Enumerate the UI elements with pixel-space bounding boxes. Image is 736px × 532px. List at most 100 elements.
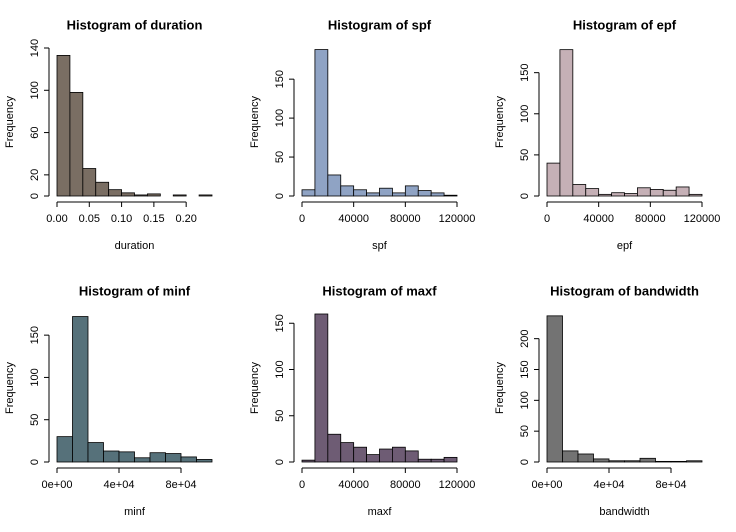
bar [577,453,594,463]
x-tick-label: 8e+04 [166,479,197,491]
y-tick-label: 200 [519,329,531,347]
y-axis-label: Frequency [249,96,261,148]
bar [585,188,600,197]
x-tick-label: 40000 [338,213,369,225]
bar [87,442,104,463]
x-tick-label: 120000 [439,479,476,491]
y-tick-label: 50 [519,425,531,437]
bar [366,192,380,197]
x-tick-label: 0.15 [143,213,164,225]
bar [147,193,161,197]
bar [443,194,458,197]
bar [649,189,664,197]
y-tick-label: 0 [274,193,286,199]
x-tick-label: 0.05 [79,213,100,225]
bar [637,187,651,197]
bar [624,193,638,197]
y-tick-label: 150 [519,63,531,81]
bar [404,185,419,197]
y-tick-label: 0 [29,193,41,199]
bar [69,92,84,197]
x-axis-label: epf [617,240,633,252]
bar [404,450,419,463]
x-tick-label: 0e+00 [42,479,73,491]
bar [366,454,380,463]
bar [353,189,367,197]
y-tick-label: 0 [29,459,41,465]
bar [598,193,612,197]
bar [655,460,672,463]
bar [198,194,213,197]
y-tick-label: 100 [519,105,531,123]
bar [559,49,574,197]
x-tick-label: 80000 [390,213,421,225]
y-tick-label: 150 [274,314,286,332]
bar [82,168,97,197]
bar [172,194,187,197]
chart-title: Histogram of spf [328,17,432,32]
x-axis-label: duration [115,240,155,252]
y-tick-label: 50 [274,410,286,422]
y-tick-label: 60 [29,126,41,138]
chart-title: Histogram of epf [573,17,677,32]
x-tick-label: 0.10 [111,213,132,225]
bar [149,452,166,463]
bar [688,193,703,197]
bar [546,315,563,463]
bar [134,457,151,463]
bar [340,185,355,197]
y-tick-label: 0 [519,459,531,465]
bar [562,450,579,463]
bar [340,442,355,463]
bar [443,456,458,463]
bar [675,186,690,197]
bar [353,446,367,463]
y-axis-label: Frequency [494,362,506,414]
x-tick-label: 80000 [635,213,666,225]
x-tick-label: 40000 [583,213,614,225]
x-tick-label: 0.20 [175,213,196,225]
bar [379,187,393,197]
x-tick-label: 0e+00 [532,479,563,491]
x-tick-label: 0 [299,213,305,225]
y-tick-label: 50 [274,151,286,163]
chart-title: Histogram of bandwidth [550,283,699,298]
bar [95,181,110,197]
x-axis-label: minf [124,506,146,518]
chart-title: Histogram of maxf [322,283,437,298]
bar [430,192,445,197]
y-tick-label: 100 [29,368,41,386]
y-tick-label: 0 [519,193,531,199]
x-axis-label: maxf [368,506,393,518]
bar [121,192,135,197]
y-tick-label: 100 [29,81,41,99]
bar [314,313,329,463]
y-axis-label: Frequency [4,362,16,414]
x-tick-label: 80000 [390,479,421,491]
x-tick-label: 0 [544,213,550,225]
bar [134,194,148,197]
x-tick-label: 8e+04 [656,479,687,491]
chart-title: Histogram of minf [79,283,191,298]
bar [327,433,342,463]
bar [417,190,432,197]
bar [56,55,71,197]
bar [56,436,73,463]
x-tick-label: 4e+04 [104,479,135,491]
bar [118,451,135,463]
y-axis-label: Frequency [249,362,261,414]
bar [572,184,587,197]
x-tick-label: 0 [299,479,305,491]
chart-title: Histogram of duration [67,17,203,32]
bar [639,457,656,463]
x-axis-label: bandwidth [599,506,649,518]
y-axis-label: Frequency [4,96,16,148]
bar [417,458,432,463]
y-tick-label: 100 [274,109,286,127]
x-axis-label: spf [372,240,388,252]
x-tick-label: 0.00 [46,213,67,225]
bar [624,460,641,463]
bar [180,456,197,463]
bar [430,458,445,463]
y-tick-label: 150 [274,70,286,88]
